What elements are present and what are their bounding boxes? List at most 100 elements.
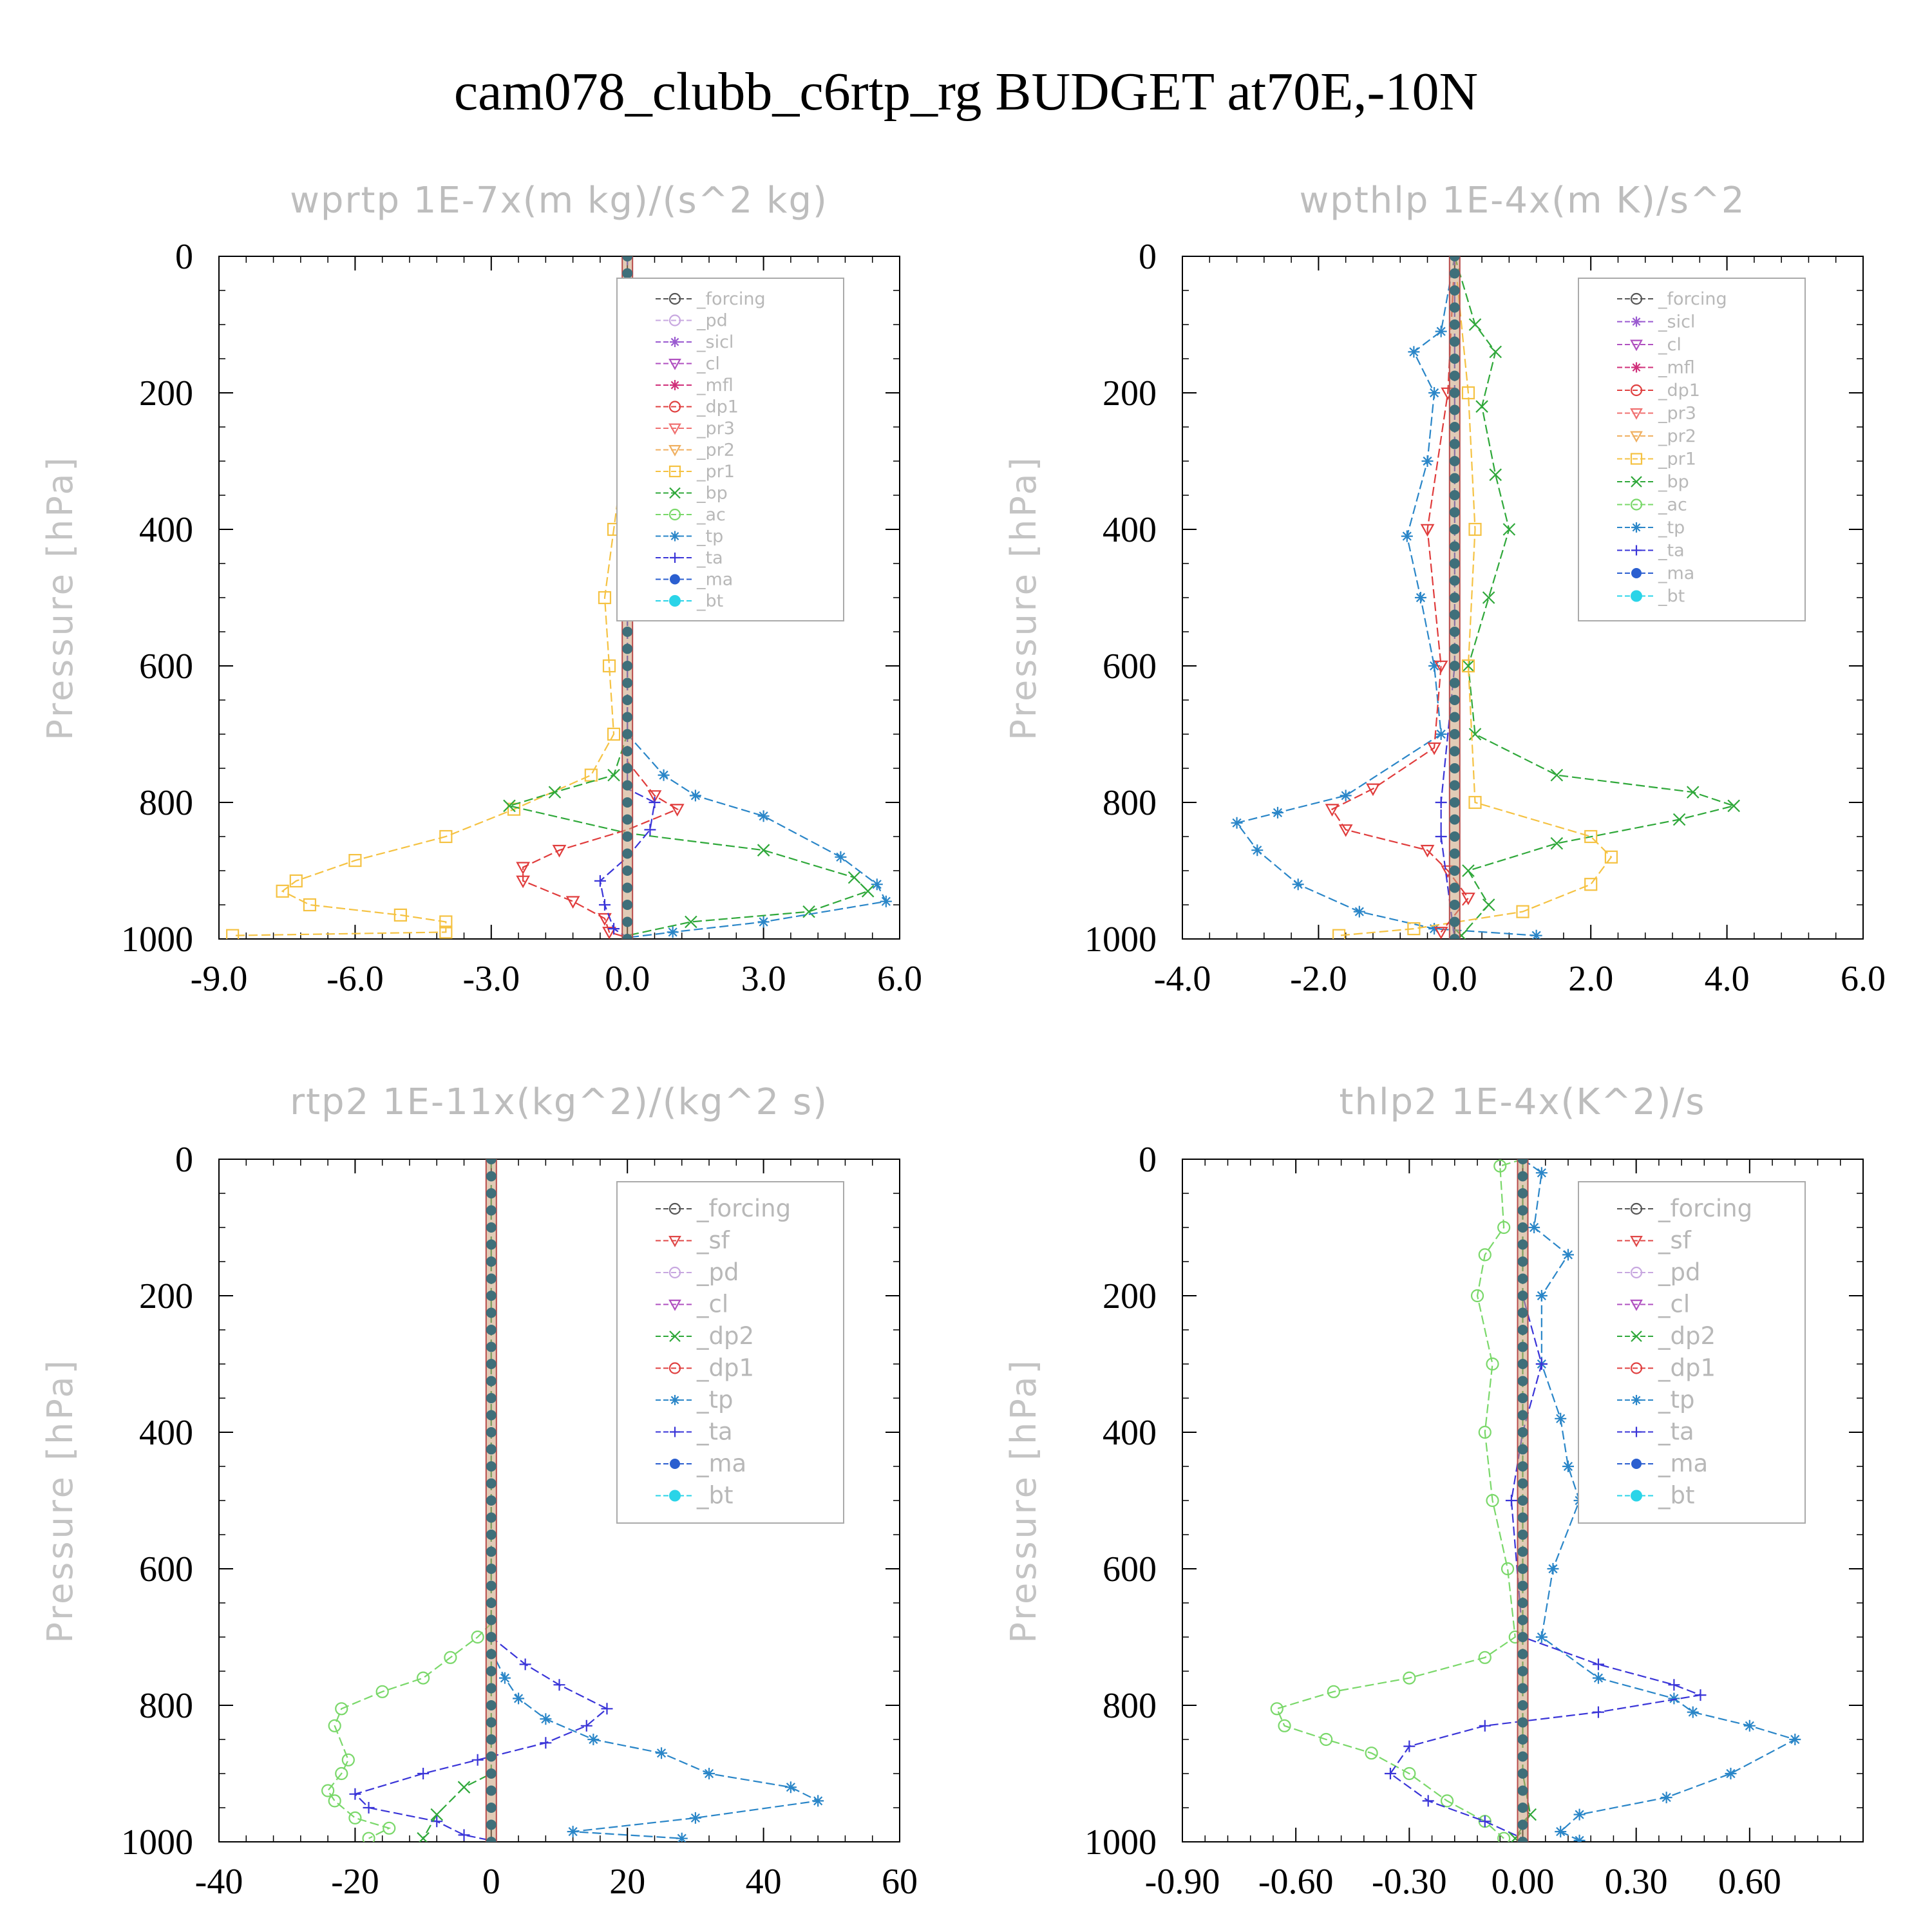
data-point-bt — [622, 712, 633, 723]
data-point-bt — [622, 627, 633, 637]
y-tick-label: 800 — [1103, 783, 1157, 823]
data-point-tp — [1271, 806, 1283, 819]
data-point-pr1 — [507, 802, 521, 816]
data-point-bp — [757, 844, 770, 857]
data-point-bp — [1462, 659, 1475, 672]
legend-marker — [669, 595, 681, 607]
data-point-bt — [1517, 1427, 1528, 1437]
data-point-bt — [486, 1478, 497, 1489]
data-point-bt — [486, 1819, 497, 1830]
legend-label: _mfl — [1658, 358, 1695, 378]
data-point-bt — [1517, 1819, 1528, 1830]
legend-label: _pd — [696, 311, 728, 331]
data-point-bt — [1517, 1751, 1528, 1762]
x-tick-label: -4.0 — [1154, 959, 1211, 999]
data-point-bt — [1449, 268, 1460, 279]
legend-marker — [669, 487, 681, 499]
data-point-bt — [1517, 1700, 1528, 1710]
legend-marker — [670, 380, 680, 390]
legend-label: _bp — [1658, 472, 1689, 492]
legend-marker — [668, 401, 681, 413]
data-point-bt — [486, 1666, 497, 1676]
y-tick-label: 600 — [1103, 647, 1157, 687]
data-point-bt — [486, 1615, 497, 1625]
legend-label: _pr1 — [1658, 450, 1696, 469]
data-point-bp — [1727, 799, 1740, 813]
data-point-bt — [486, 1291, 497, 1301]
legend-label: _pd — [696, 1258, 739, 1286]
legend-label: _bt — [696, 1482, 734, 1510]
data-point-bt — [486, 1273, 497, 1284]
legend-marker — [668, 1266, 681, 1279]
y-tick-label: 200 — [1103, 1276, 1157, 1316]
legend-marker — [1631, 590, 1642, 602]
series-line-tp — [1235, 256, 1537, 936]
x-tick-label: 6.0 — [1841, 959, 1886, 999]
data-point-bt — [1449, 507, 1460, 518]
data-point-tp — [689, 1812, 701, 1824]
legend-marker — [1631, 316, 1642, 327]
data-point-bp — [848, 871, 861, 884]
data-point-bt — [486, 1734, 497, 1745]
data-point-bt — [1517, 1205, 1528, 1216]
legend-marker — [1630, 1202, 1643, 1215]
data-point-ta — [1535, 1358, 1548, 1370]
legend-marker — [1631, 522, 1642, 533]
data-point-ta — [1435, 797, 1447, 808]
data-point-dp2 — [457, 1781, 471, 1794]
data-point-bt — [1517, 1478, 1528, 1489]
data-point-bt — [622, 695, 633, 705]
data-point-ta — [417, 1768, 430, 1779]
data-point-bt — [1449, 934, 1460, 939]
legend-marker — [1631, 1426, 1642, 1437]
data-point-bt — [486, 1171, 497, 1182]
x-tick-label: 40 — [746, 1862, 782, 1902]
data-point-bt — [1449, 592, 1460, 603]
data-point-bt — [1517, 1546, 1528, 1557]
data-point-bp — [1686, 786, 1700, 799]
data-point-tp — [1547, 1563, 1559, 1575]
data-point-tp — [757, 810, 770, 822]
series-group — [1270, 1159, 1801, 1842]
data-point-bt — [1517, 1159, 1528, 1164]
data-point-pr1 — [607, 727, 621, 741]
data-point-pr1 — [303, 898, 317, 912]
data-point-dp1 — [1278, 1719, 1291, 1732]
data-point-bt — [1449, 848, 1460, 859]
data-point-tp — [1660, 1792, 1672, 1804]
data-point-bt — [486, 1530, 497, 1540]
data-point-bp — [1468, 318, 1482, 331]
legend: _forcing_pd_sicl_cl_mfl_dp1_pr3_pr2_pr1_… — [616, 278, 844, 621]
data-point-bp — [607, 768, 620, 782]
legend-marker — [668, 292, 681, 305]
data-point-tp — [1562, 1249, 1574, 1261]
data-point-bt — [1517, 1615, 1528, 1625]
data-point-ta — [1479, 1815, 1491, 1828]
y-tick-label: 400 — [139, 1413, 193, 1453]
legend-label: _forcing — [1658, 1195, 1752, 1222]
data-point-pr1 — [289, 874, 303, 888]
legend-marker — [1631, 568, 1642, 578]
data-point-bp — [802, 905, 815, 918]
y-tick-label: 400 — [139, 510, 193, 550]
data-point-dp1 — [375, 1685, 389, 1698]
x-tick-label: -0.60 — [1258, 1862, 1334, 1902]
data-point-dp1 — [1478, 1248, 1492, 1262]
data-point-dp1 — [416, 1671, 430, 1685]
data-point-bt — [486, 1768, 497, 1779]
x-tick-label: -0.90 — [1145, 1862, 1220, 1902]
y-tick-label: 200 — [1103, 374, 1157, 413]
data-point-pr1 — [598, 591, 612, 605]
data-point-bt — [1449, 388, 1460, 398]
data-point-tp — [1592, 1672, 1604, 1684]
data-point-dp2 — [417, 1832, 430, 1842]
data-point-dp1 — [670, 804, 685, 817]
data-point-ta — [1435, 831, 1447, 842]
legend-marker — [1630, 384, 1643, 397]
legend-marker — [1630, 408, 1643, 420]
data-point-tp — [498, 1672, 511, 1684]
legend-marker — [1630, 1300, 1643, 1311]
data-point-bt — [1449, 797, 1460, 808]
data-point-tp — [667, 926, 679, 938]
legend-marker — [670, 1459, 680, 1469]
